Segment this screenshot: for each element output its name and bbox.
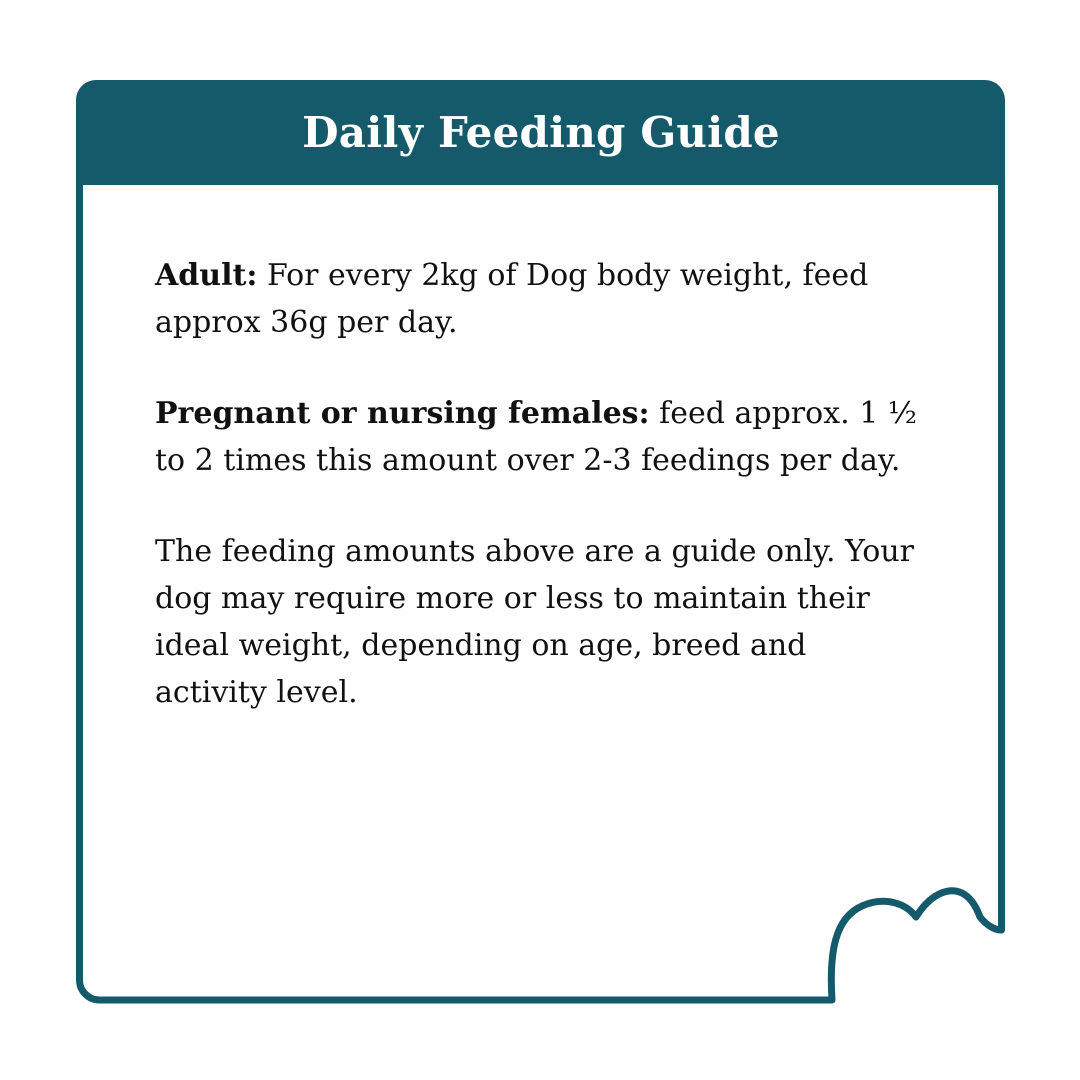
paragraph-text: The feeding amounts above are a guide on… [155,534,914,710]
feeding-paragraph-adult: Adult: For every 2kg of Dog body weight,… [155,252,925,346]
feeding-paragraph-disclaimer: The feeding amounts above are a guide on… [155,528,925,716]
page-title: Daily Feeding Guide [302,108,780,157]
paragraph-text: For every 2kg of Dog body weight, feed a… [155,258,869,340]
paragraph-lead-label: Pregnant or nursing females: [155,396,650,431]
paragraph-lead-label: Adult: [155,258,258,293]
paragraph-text: feed approx. 1 ½ to 2 times this amount … [155,396,917,478]
card-header-band [76,80,1005,185]
feeding-guide-body: Adult: For every 2kg of Dog body weight,… [155,252,925,716]
card-body-outline [76,185,1005,1004]
feeding-paragraph-pregnant-nursing: Pregnant or nursing females: feed approx… [155,390,925,484]
